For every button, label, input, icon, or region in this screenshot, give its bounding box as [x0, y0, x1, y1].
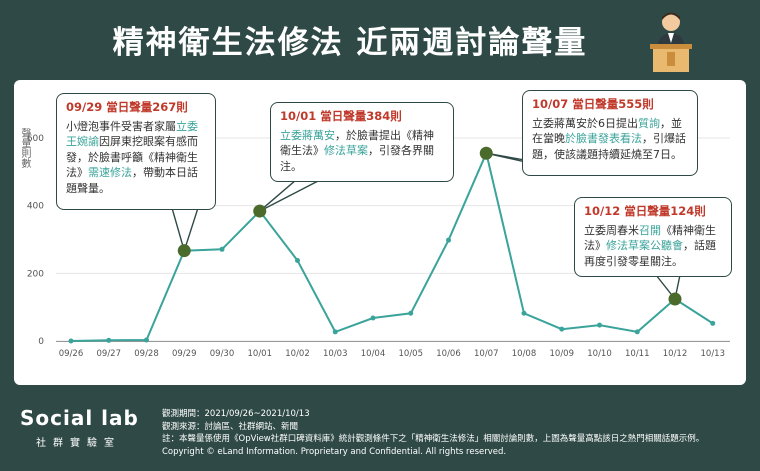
chart-panel: 0 200 400 600 09/26 09/27 09/28 09/29 09/30 10/0…	[14, 80, 746, 385]
annotation-title: 10/07 當日聲量555則	[532, 97, 654, 111]
annotation-text: ，於臉書提出《精神衛生法》	[280, 128, 434, 158]
data-point	[295, 257, 300, 263]
x-tick-label: 10/03	[323, 349, 348, 359]
x-tick-label: 10/12	[663, 349, 688, 359]
footnote: 註：本聲量係使用《OpView社群口碑資料庫》統計觀測條件下之「精神衛生法修法」…	[162, 434, 705, 444]
highlighted-text: 質詢	[638, 116, 660, 130]
x-tick-label: 10/06	[436, 349, 461, 359]
data-point	[597, 322, 602, 328]
y-tick-label: 200	[27, 269, 44, 279]
observation-source: 觀測來源：討論區、社群網站、新聞	[162, 421, 299, 432]
annotation-body: 立委周春米召開《精神衛生法》修法草案公聽會，話題再度引發零星關注。	[584, 223, 722, 270]
data-point	[521, 310, 527, 316]
data-point	[68, 338, 74, 344]
line-chart: 0 200 400 600 09/26 09/27 09/28 09/29 09/30 10/0…	[27, 134, 730, 359]
annotation-body: 小燈泡事件受害者家屬立委王婉諭因屏東挖眼案有感而發，於臉書呼籲《精神衛生法》需速…	[66, 119, 206, 197]
x-tick-label: 10/11	[625, 349, 650, 359]
page-title: 精神衛生法修法 近兩週討論聲量	[112, 25, 588, 61]
x-tick-label: 09/28	[134, 349, 159, 359]
highlight-point	[479, 146, 493, 160]
y-tick-label: 600	[27, 134, 44, 144]
highlighted-text: 立委蔣萬安	[280, 128, 335, 142]
speaker-podium-icon	[650, 12, 692, 72]
y-tick-label: 0	[38, 337, 44, 347]
data-points	[68, 146, 716, 344]
x-tick-label: 10/07	[474, 349, 499, 359]
annotation-text: ，帶動本日話題聲量。	[66, 166, 198, 195]
annotation-1001: 10/01 當日聲量384則 立委蔣萬安，於臉書提出《精神衛生法》修法草案，引發各…	[270, 102, 454, 182]
brand-logo-subtitle: 社群實驗室	[36, 438, 121, 449]
highlight-point	[668, 292, 682, 306]
x-tick-label: 09/27	[97, 349, 122, 359]
x-tick-label: 10/13	[701, 349, 726, 359]
annotation-text: ，並在當晚	[532, 116, 682, 146]
highlighted-text: 需速修法	[88, 166, 132, 179]
x-tick-label: 10/02	[285, 349, 310, 359]
x-tick-label: 10/09	[550, 349, 575, 359]
highlighted-text: 於臉書發表看法	[565, 132, 642, 145]
brand-logo: Social lab	[20, 406, 139, 430]
annotation-text: 立委蔣萬安於6日提出	[532, 116, 638, 130]
annotation-title: 10/12 當日聲量124則	[584, 204, 706, 218]
x-tick-label: 10/05	[399, 349, 424, 359]
series-line	[70, 150, 714, 342]
data-point	[219, 246, 225, 252]
x-tick-labels: 09/26 09/27 09/28 09/29 09/30 10/01 10/02 10/03…	[59, 349, 725, 359]
annotation-text: 《精神衛生法》	[584, 223, 716, 253]
highlight-point	[177, 244, 191, 258]
data-point	[710, 320, 716, 326]
data-point	[144, 337, 149, 343]
annotation-1007: 10/07 當日聲量555則 立委蔣萬安於6日提出質詢，並在當晚於臉書發表看法，引…	[522, 90, 698, 176]
highlighted-text: 立委王婉諭	[66, 119, 198, 149]
data-point	[332, 329, 338, 335]
annotation-body: 立委蔣萬安於6日提出質詢，並在當晚於臉書發表看法，引爆話題，使該議題持續延燒至7…	[532, 116, 688, 163]
data-point	[370, 315, 376, 321]
header: 精神衛生法修法 近兩週討論聲量	[0, 0, 760, 80]
observation-period: 觀測期間：2021/09/26~2021/10/13	[162, 409, 310, 419]
y-tick-labels: 0 200 400 600	[27, 134, 44, 347]
footer: Social lab 社群實驗室 觀測期間：2021/09/26~2021/10…	[0, 388, 760, 471]
x-tick-label: 09/30	[210, 349, 235, 359]
annotation-0929: 09/29 當日聲量267則 小燈泡事件受害者家屬立委王婉諭因屏東挖眼案有感而發，…	[56, 93, 216, 210]
highlight-point	[253, 204, 267, 218]
copyright: Copyright © eLand Information. Proprieta…	[162, 446, 507, 457]
x-tick-label: 09/29	[172, 349, 197, 359]
annotation-text: ，引爆話題，使該議題持續延燒至7日。	[532, 132, 686, 161]
x-tick-label: 10/10	[587, 349, 612, 359]
annotation-leader	[259, 179, 321, 212]
highlighted-text: 修法草案公聽會	[606, 239, 683, 252]
annotation-text: 小燈泡事件受害者家屬	[66, 119, 176, 133]
highlighted-text: 召開	[639, 223, 661, 237]
y-axis-label: 聲量則數	[19, 128, 30, 168]
annotation-text: 立委周春米	[584, 223, 639, 237]
data-point	[559, 326, 565, 332]
annotation-body: 立委蔣萬安，於臉書提出《精神衛生法》修法草案，引發各界關注。	[280, 128, 444, 175]
annotation-1012: 10/12 當日聲量124則 立委周春米召開《精神衛生法》修法草案公聽會，話題再度…	[574, 197, 732, 277]
footer-notes: 觀測期間：2021/09/26~2021/10/13 觀測來源：討論區、社群網站…	[162, 408, 704, 458]
x-tick-label: 10/01	[248, 349, 273, 359]
annotation-title: 09/29 當日聲量267則	[66, 100, 188, 114]
annotation-text: ，引發各界關注。	[280, 144, 434, 173]
annotation-text: 因屏東挖眼案有感而發，於臉書呼籲《精神衛生法》	[66, 135, 198, 179]
x-tick-label: 09/26	[59, 349, 84, 359]
x-tick-label: 10/08	[512, 349, 537, 359]
highlighted-text: 修法草案	[324, 144, 368, 157]
y-tick-label: 400	[27, 202, 44, 212]
data-point	[408, 310, 414, 316]
data-point	[446, 237, 451, 243]
annotation-text: ，話題再度引發零星關注。	[584, 239, 716, 268]
x-tick-label: 10/04	[361, 349, 386, 359]
data-point	[106, 337, 112, 343]
annotation-title: 10/01 當日聲量384則	[280, 109, 402, 123]
data-point	[634, 329, 640, 335]
